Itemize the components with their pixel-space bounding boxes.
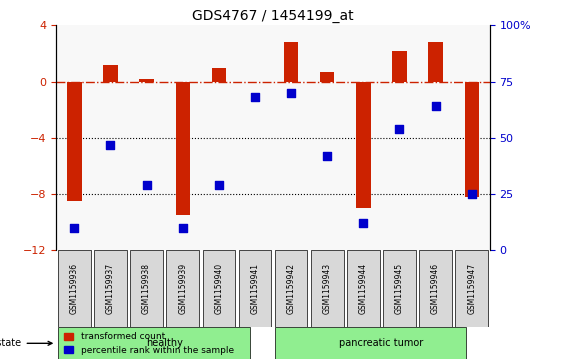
Bar (67, 82, 82, 201)
Bar (176, 82, 190, 215)
Point (323, 153, 332, 159)
Text: GSM1159939: GSM1159939 (178, 263, 187, 314)
Title: GDS4767 / 1454199_at: GDS4767 / 1454199_at (192, 9, 354, 23)
Text: healthy: healthy (146, 338, 183, 348)
FancyBboxPatch shape (239, 250, 271, 327)
Text: GSM1159943: GSM1159943 (323, 263, 332, 314)
Bar (320, 72, 334, 82)
Point (431, 103, 440, 109)
FancyBboxPatch shape (203, 250, 235, 327)
Bar (103, 65, 118, 82)
FancyBboxPatch shape (58, 250, 91, 327)
Text: GSM1159936: GSM1159936 (70, 263, 79, 314)
Point (106, 142, 115, 147)
Text: GSM1159947: GSM1159947 (467, 263, 476, 314)
Point (178, 225, 187, 231)
FancyBboxPatch shape (419, 250, 452, 327)
FancyBboxPatch shape (275, 250, 307, 327)
Text: GSM1159944: GSM1159944 (359, 263, 368, 314)
Text: GSM1159941: GSM1159941 (251, 263, 260, 314)
Point (359, 220, 368, 226)
Point (395, 126, 404, 132)
Bar (284, 42, 298, 82)
Point (70, 225, 79, 231)
Point (142, 182, 151, 188)
FancyBboxPatch shape (131, 250, 163, 327)
Bar (212, 68, 226, 82)
Text: pancreatic tumor: pancreatic tumor (339, 338, 423, 348)
Text: GSM1159938: GSM1159938 (142, 263, 151, 314)
Bar (356, 82, 370, 208)
Bar (140, 79, 154, 82)
Text: GSM1159942: GSM1159942 (287, 263, 296, 314)
FancyBboxPatch shape (347, 250, 379, 327)
FancyBboxPatch shape (311, 250, 343, 327)
Point (251, 94, 260, 100)
FancyBboxPatch shape (383, 250, 415, 327)
Text: GSM1159940: GSM1159940 (215, 263, 224, 314)
Point (215, 182, 224, 188)
Text: GSM1159945: GSM1159945 (395, 263, 404, 314)
Bar (392, 51, 406, 82)
Text: GSM1159937: GSM1159937 (106, 263, 115, 314)
Bar (428, 42, 443, 82)
FancyBboxPatch shape (94, 250, 127, 327)
FancyBboxPatch shape (167, 250, 199, 327)
Point (287, 90, 296, 96)
Point (467, 191, 476, 197)
Text: GSM1159946: GSM1159946 (431, 263, 440, 314)
FancyBboxPatch shape (275, 327, 466, 359)
FancyBboxPatch shape (455, 250, 488, 327)
Text: disease state: disease state (0, 338, 52, 348)
Legend: transformed count, percentile rank within the sample: transformed count, percentile rank withi… (61, 329, 238, 359)
Bar (464, 82, 479, 197)
FancyBboxPatch shape (58, 327, 249, 359)
